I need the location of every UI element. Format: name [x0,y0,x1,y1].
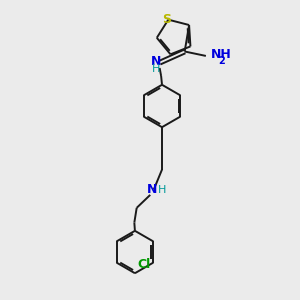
Text: 2: 2 [219,56,225,66]
Text: NH: NH [211,48,232,61]
Text: Cl: Cl [138,258,151,271]
Text: N: N [151,55,161,68]
Text: S: S [162,13,171,26]
Text: H: H [152,64,160,74]
Text: H: H [158,184,166,195]
Text: N: N [147,183,158,196]
